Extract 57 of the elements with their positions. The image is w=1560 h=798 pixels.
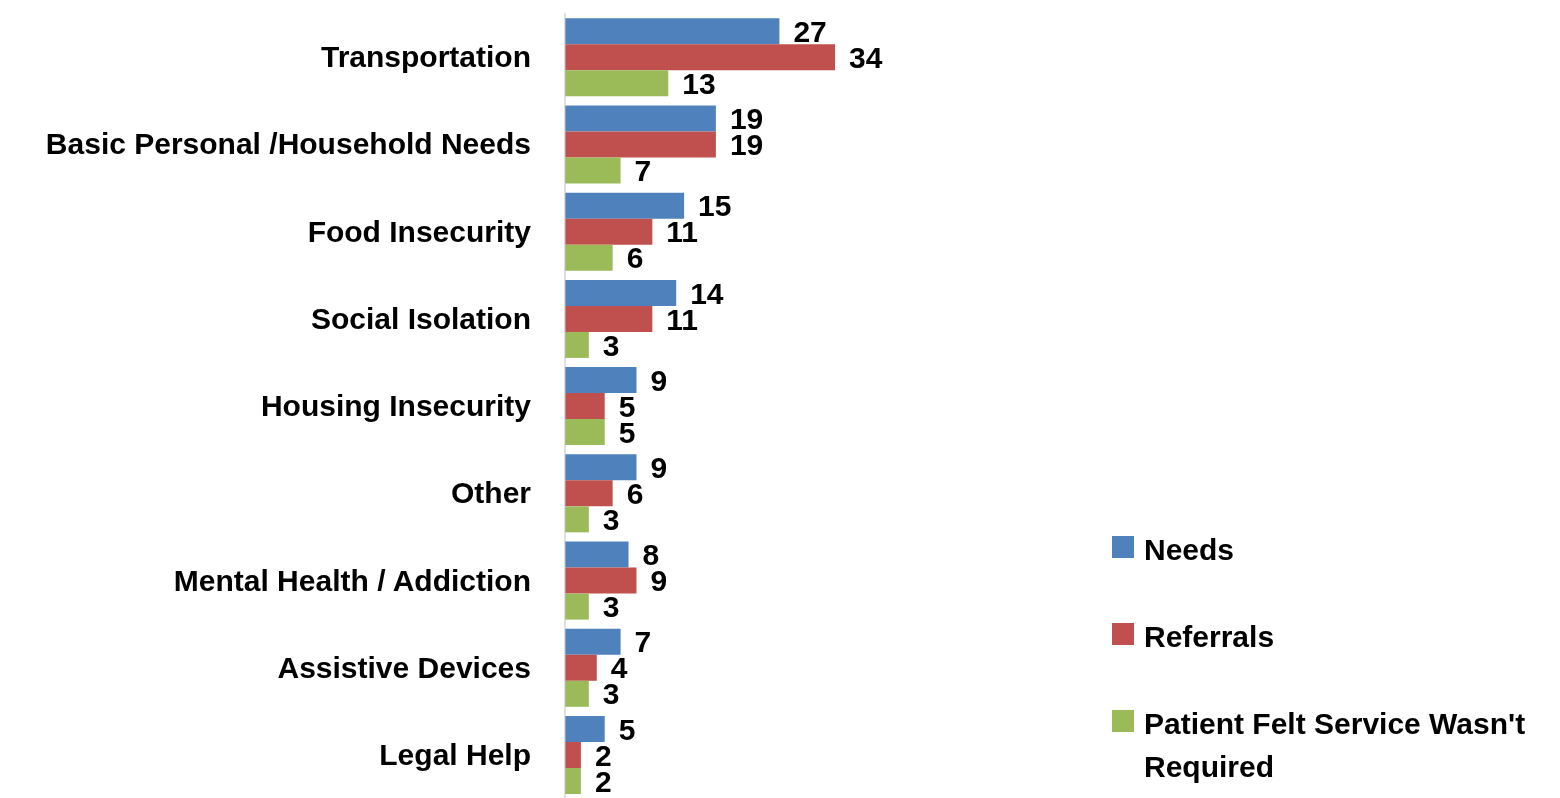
bar [565, 18, 780, 45]
bar [565, 393, 605, 420]
bar [565, 480, 613, 507]
data-label: 34 [849, 40, 883, 74]
bar [565, 628, 621, 655]
bar [565, 244, 613, 271]
bar [565, 44, 835, 71]
data-label: 15 [698, 189, 732, 223]
data-label: 14 [690, 276, 724, 310]
data-label: 3 [602, 502, 620, 536]
bar [565, 105, 716, 132]
y-tick-label: Mental Health / Addiction [173, 563, 531, 597]
data-label: 3 [602, 590, 620, 624]
y-tick-label: Food Insecurity [307, 214, 532, 248]
bar [565, 768, 581, 795]
data-label: 5 [618, 712, 636, 746]
data-label: 11 [666, 215, 699, 249]
bar [565, 680, 589, 707]
bar [565, 331, 589, 358]
data-label: 3 [602, 328, 620, 362]
data-label: 13 [682, 66, 716, 100]
bar [565, 593, 589, 620]
bar [565, 419, 605, 446]
bar [565, 716, 605, 743]
data-label: 7 [634, 154, 652, 188]
data-label: 6 [626, 241, 644, 275]
y-tick-label: Housing Insecurity [260, 389, 532, 423]
legend-label: Referrals [1144, 619, 1275, 655]
bar [565, 218, 653, 245]
bar [565, 506, 589, 533]
legend-label: Needs [1144, 532, 1235, 568]
data-label: 7 [634, 625, 652, 659]
y-tick-label: Transportation [320, 40, 531, 74]
data-label: 27 [793, 14, 827, 48]
bar [565, 654, 597, 681]
data-label: 9 [650, 450, 668, 484]
y-tick-label: Other [450, 476, 532, 510]
bar [565, 305, 653, 332]
y-tick-label: Assistive Devices [277, 650, 531, 684]
bar [565, 567, 637, 594]
data-label: 9 [650, 363, 668, 397]
y-tick-label: Social Isolation [310, 301, 531, 335]
bar [565, 70, 669, 97]
bar [565, 131, 716, 158]
y-tick-label: Legal Help [379, 738, 531, 772]
bar [565, 742, 581, 769]
bar [565, 454, 637, 481]
data-label: 5 [618, 389, 636, 423]
y-tick-label: Basic Personal /Household Needs [45, 127, 531, 161]
bar [565, 157, 621, 184]
data-label: 6 [626, 476, 644, 510]
bar [565, 367, 637, 394]
bar [565, 541, 629, 568]
bar [565, 192, 685, 219]
legend-label: Patient Felt Service Wasn't Required [1144, 706, 1527, 785]
bar [565, 279, 677, 306]
data-label: 2 [594, 738, 612, 772]
